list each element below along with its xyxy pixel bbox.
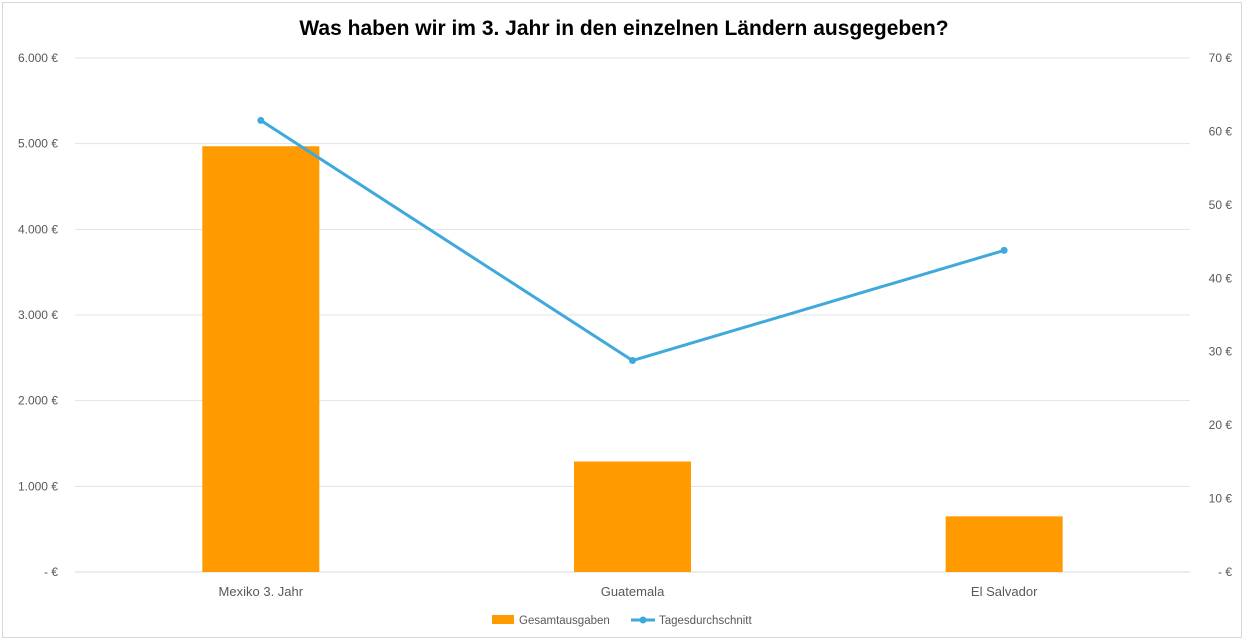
y-tick-label: 3.000 € [18, 308, 58, 322]
line-path [260, 119, 1005, 363]
y2-tick-label: 30 € [1209, 345, 1233, 359]
line-point-1 [257, 116, 265, 124]
legend-swatch-marker [639, 616, 647, 624]
y-tick-label: 4.000 € [18, 222, 58, 236]
y-tick-label: 2.000 € [18, 394, 58, 408]
y2-tick-label: 60 € [1209, 124, 1233, 138]
y2-tick-label: - € [1218, 565, 1232, 579]
y2-tick-label: 20 € [1209, 418, 1233, 432]
y2-tick-label: 70 € [1209, 51, 1233, 65]
bar-2 [574, 461, 691, 572]
y-tick-label: 5.000 € [18, 137, 58, 151]
bar-1 [202, 146, 320, 572]
y2-tick-label: 50 € [1209, 198, 1233, 212]
legend: Gesamtausgaben Tagesdurchschnitt [492, 615, 752, 627]
y-tick-label: 6.000 € [18, 51, 58, 65]
category-label: Guatemala [601, 584, 665, 599]
line-point-2 [629, 357, 636, 365]
legend-label-line: Tagesdurchschnitt [659, 615, 752, 627]
legend-swatch-bar [492, 615, 514, 624]
legend-label-bar: Gesamtausgaben [519, 615, 610, 627]
line-series [257, 116, 1008, 365]
bar-series [202, 146, 1063, 572]
right-axis-ticks: - € 10 € 20 € 30 € 40 € 50 € 60 € 70 € [1209, 51, 1233, 579]
category-labels: Mexiko 3. Jahr Guatemala El Salvador [219, 584, 1039, 599]
category-label: El Salvador [971, 584, 1038, 599]
y2-tick-label: 10 € [1209, 492, 1233, 506]
y-tick-label: - € [44, 565, 58, 579]
y-tick-label: 1.000 € [18, 479, 58, 493]
chart-title: Was haben wir im 3. Jahr in den einzelne… [299, 17, 948, 40]
line-point-3 [1000, 246, 1008, 254]
y2-tick-label: 40 € [1209, 271, 1233, 285]
bar-3 [945, 516, 1063, 572]
category-label: Mexiko 3. Jahr [219, 584, 304, 599]
left-axis-ticks: - € 1.000 € 2.000 € 3.000 € 4.000 € 5.000 € 6.… [18, 51, 58, 579]
